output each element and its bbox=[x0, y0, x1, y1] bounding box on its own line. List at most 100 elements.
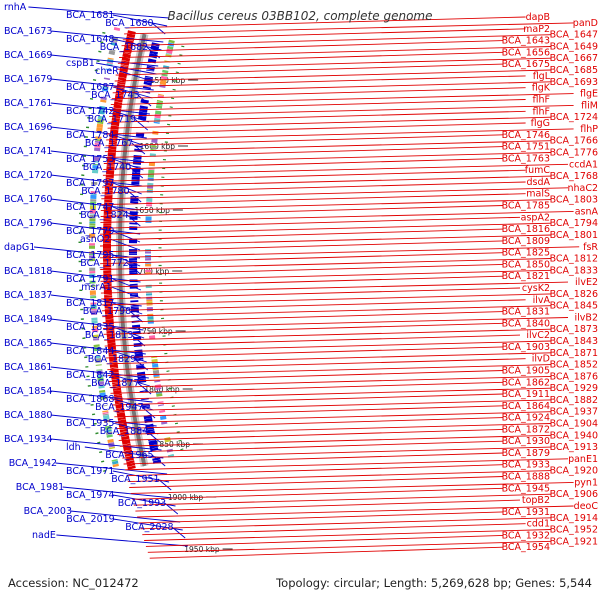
reverse-gene-label[interactable]: BCA_1719 bbox=[88, 114, 136, 125]
reverse-gene-label[interactable]: BCA_1965 bbox=[105, 450, 153, 461]
forward-gene-label[interactable]: BCA_1850 bbox=[502, 259, 550, 270]
forward-gene-label[interactable]: malS bbox=[526, 189, 550, 200]
forward-gene-label[interactable]: flhP bbox=[580, 124, 598, 135]
reverse-gene-label[interactable]: BCA_1742 bbox=[66, 106, 114, 117]
reverse-gene-label[interactable]: BCA_1837 bbox=[4, 290, 52, 301]
forward-gene-label[interactable]: BCA_1647 bbox=[550, 30, 598, 41]
reverse-gene-label[interactable]: BCA_1795 bbox=[66, 250, 114, 261]
forward-gene-label[interactable]: BCA_1667 bbox=[550, 53, 598, 64]
forward-gene-label[interactable]: BCA_1724 bbox=[550, 112, 598, 123]
forward-gene-label[interactable]: maP2 bbox=[523, 24, 550, 35]
forward-gene-label[interactable]: fumC bbox=[525, 165, 551, 176]
forward-gene-label[interactable]: BCA_1954 bbox=[502, 542, 550, 553]
forward-gene-label[interactable]: BCA_1882 bbox=[550, 395, 598, 406]
forward-gene-label[interactable]: BCA_1812 bbox=[550, 254, 598, 265]
forward-gene-label[interactable]: BCA_1872 bbox=[502, 424, 550, 435]
forward-gene-label[interactable]: BCA_1903 bbox=[502, 342, 550, 353]
reverse-gene-label[interactable]: BCA_1817 bbox=[66, 298, 114, 309]
reverse-gene-label[interactable]: BCA_2019 bbox=[66, 514, 114, 525]
forward-gene-label[interactable]: BCA_1776 bbox=[550, 148, 598, 159]
forward-gene-label[interactable]: BCA_1864 bbox=[502, 401, 550, 412]
reverse-gene-label[interactable]: BCA_1680 bbox=[105, 18, 153, 29]
forward-gene-label[interactable]: BCA_1821 bbox=[502, 271, 550, 282]
forward-gene-label[interactable]: BCA_1816 bbox=[502, 224, 550, 235]
forward-gene-label[interactable]: BCA_1933 bbox=[502, 460, 550, 471]
forward-gene-label[interactable]: BCA_1911 bbox=[502, 389, 550, 400]
forward-gene-label[interactable]: pyn1 bbox=[574, 477, 598, 488]
forward-gene-label[interactable]: flgE bbox=[580, 89, 598, 100]
forward-gene-label[interactable]: flgK bbox=[532, 83, 551, 94]
reverse-gene-label[interactable]: BCA_1648 bbox=[66, 34, 114, 45]
forward-gene-label[interactable]: panD bbox=[573, 18, 598, 29]
forward-gene-label[interactable]: BCA_1888 bbox=[502, 472, 550, 483]
forward-gene-label[interactable]: BCA_1825 bbox=[502, 248, 550, 259]
forward-gene-label[interactable]: ilvD bbox=[532, 354, 550, 365]
forward-gene-label[interactable]: flhF bbox=[533, 95, 550, 106]
reverse-gene-label[interactable]: BCA_1791 bbox=[66, 274, 114, 285]
reverse-gene-label[interactable]: BCA_1760 bbox=[4, 194, 52, 205]
reverse-gene-label[interactable]: BCA_1935 bbox=[66, 418, 114, 429]
forward-gene-label[interactable]: cysK2 bbox=[522, 283, 550, 294]
forward-gene-label[interactable]: cdd1 bbox=[527, 519, 550, 530]
forward-gene-label[interactable]: BCA_1921 bbox=[550, 536, 598, 547]
forward-gene-label[interactable]: dapB bbox=[526, 12, 550, 23]
reverse-gene-label[interactable]: cheR bbox=[95, 66, 119, 77]
reverse-gene-label[interactable]: BCA_1861 bbox=[4, 362, 52, 373]
reverse-gene-label[interactable]: BCA_1971 bbox=[66, 466, 114, 477]
forward-gene-label[interactable]: BCA_1831 bbox=[502, 307, 550, 318]
reverse-gene-label[interactable]: BCA_1669 bbox=[4, 50, 52, 61]
forward-gene-label[interactable]: topB2 bbox=[522, 495, 550, 506]
reverse-gene-label[interactable]: BCA_1682 bbox=[100, 42, 148, 53]
forward-gene-label[interactable]: ilvA bbox=[533, 295, 551, 306]
reverse-gene-label[interactable]: BCA_1747 bbox=[66, 202, 114, 213]
reverse-gene-label[interactable]: BCA_1829 bbox=[88, 354, 136, 365]
reverse-gene-label[interactable]: BCA_1761 bbox=[4, 98, 52, 109]
reverse-gene-label[interactable]: BCA_1934 bbox=[4, 434, 52, 445]
forward-gene-label[interactable]: BCA_1871 bbox=[550, 348, 598, 359]
forward-gene-label[interactable]: flgL bbox=[533, 71, 551, 82]
forward-gene-label[interactable]: panE1 bbox=[568, 454, 598, 465]
reverse-gene-label[interactable]: BCA_1681 bbox=[66, 10, 114, 21]
reverse-gene-label[interactable]: BCA_1824 bbox=[80, 210, 128, 221]
forward-gene-label[interactable]: BCA_1937 bbox=[550, 407, 598, 418]
forward-gene-label[interactable]: BCA_1945 bbox=[502, 483, 550, 494]
reverse-gene-label[interactable]: nadE bbox=[32, 530, 56, 541]
reverse-gene-label[interactable]: BCA_1884 bbox=[100, 426, 148, 437]
forward-gene-label[interactable]: dsdA bbox=[526, 177, 550, 188]
reverse-gene-label[interactable]: BCA_1679 bbox=[4, 74, 52, 85]
forward-gene-label[interactable]: asnA bbox=[575, 206, 599, 217]
reverse-gene-label[interactable]: BCA_1741 bbox=[4, 146, 52, 157]
forward-gene-label[interactable]: BCA_1930 bbox=[502, 436, 550, 447]
reverse-gene-label[interactable]: BCA_1753 bbox=[66, 154, 114, 165]
forward-gene-label[interactable]: BCA_1843 bbox=[550, 336, 598, 347]
reverse-gene-label[interactable]: BCA_1880 bbox=[4, 410, 52, 421]
reverse-gene-label[interactable]: BCA_1772 bbox=[80, 258, 128, 269]
forward-gene-label[interactable]: BCA_1904 bbox=[550, 419, 598, 430]
forward-gene-label[interactable]: BCA_1809 bbox=[502, 236, 550, 247]
reverse-gene-label[interactable]: BCA_1740 bbox=[83, 162, 131, 173]
forward-gene-label[interactable]: ilvC2 bbox=[526, 330, 550, 341]
forward-gene-label[interactable]: ccdA1 bbox=[569, 159, 598, 170]
forward-gene-label[interactable]: flhF bbox=[533, 106, 550, 117]
reverse-gene-label[interactable]: BCA_1767 bbox=[85, 138, 133, 149]
reverse-gene-label[interactable]: asnO2 bbox=[80, 234, 110, 245]
reverse-gene-label[interactable]: dapG1 bbox=[4, 242, 35, 253]
forward-gene-label[interactable]: ilvE2 bbox=[575, 277, 598, 288]
forward-gene-label[interactable]: fsR bbox=[583, 242, 598, 253]
forward-gene-label[interactable]: BCA_1932 bbox=[502, 530, 550, 541]
forward-gene-label[interactable]: BCA_1845 bbox=[550, 301, 598, 312]
reverse-gene-label[interactable]: BCA_1796 bbox=[4, 218, 52, 229]
reverse-gene-label[interactable]: BCA_1687 bbox=[66, 82, 114, 93]
reverse-gene-label[interactable]: BCA_2028 bbox=[125, 522, 173, 533]
reverse-gene-label[interactable]: BCA_1743 bbox=[91, 90, 139, 101]
reverse-gene-label[interactable]: BCA_1854 bbox=[4, 386, 52, 397]
forward-gene-label[interactable]: BCA_1920 bbox=[550, 466, 598, 477]
reverse-gene-label[interactable]: BCA_1844 bbox=[66, 346, 114, 357]
forward-gene-label[interactable]: BCA_1952 bbox=[550, 525, 598, 536]
reverse-gene-label[interactable]: ldh bbox=[66, 442, 81, 453]
reverse-gene-label[interactable]: BCA_1865 bbox=[4, 338, 52, 349]
reverse-gene-label[interactable]: BCA_1868 bbox=[66, 394, 114, 405]
reverse-gene-label[interactable]: BCA_2003 bbox=[24, 506, 72, 517]
forward-gene-label[interactable]: BCA_1751 bbox=[502, 142, 550, 153]
forward-gene-label[interactable]: BCA_1876 bbox=[550, 371, 598, 382]
